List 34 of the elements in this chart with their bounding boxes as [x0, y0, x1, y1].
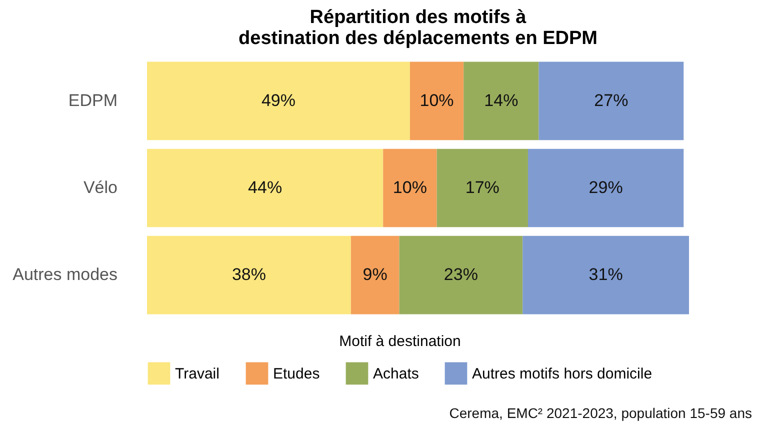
legend-title: Motif à destination — [339, 333, 461, 350]
legend-label: Travail — [175, 365, 220, 382]
bar — [147, 62, 410, 140]
bar — [538, 62, 684, 140]
chart-title: Répartition des motifs à destination des déplacements en EDPM — [238, 7, 598, 49]
data-label: 27% — [594, 90, 628, 110]
bar — [147, 148, 384, 228]
legend-label: Etudes — [273, 365, 320, 382]
bar — [147, 236, 351, 314]
bar — [383, 148, 437, 228]
legend-label: Achats — [373, 365, 419, 382]
legend-label: Autres motifs hors domicile — [472, 365, 652, 382]
bar — [350, 236, 400, 314]
bar — [410, 62, 464, 140]
bar — [522, 236, 689, 314]
y-tick-label: Autres modes — [12, 265, 118, 284]
data-label: 31% — [588, 265, 623, 284]
bar — [464, 62, 539, 140]
y-tick-label: EDPM — [68, 90, 118, 110]
y-tick-label: Vélo — [83, 178, 118, 197]
bar — [399, 236, 523, 314]
data-label: 44% — [248, 178, 282, 197]
data-label: 49% — [261, 90, 296, 110]
bar — [528, 148, 684, 228]
data-label: 10% — [420, 90, 454, 110]
data-label: 23% — [444, 265, 478, 284]
text: Cerema, EMC² 2021-2023, population 15-59 ans — [449, 405, 752, 421]
data-label: 14% — [484, 90, 518, 110]
data-label: 17% — [465, 178, 500, 197]
data-label: 29% — [588, 178, 623, 197]
data-label: 9% — [362, 265, 388, 284]
data-label: 10% — [392, 178, 427, 197]
data-label: 38% — [232, 265, 266, 284]
bar — [436, 148, 528, 228]
